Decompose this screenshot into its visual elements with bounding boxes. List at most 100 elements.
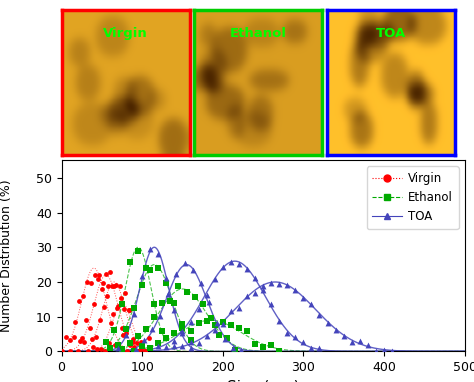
Point xyxy=(133,332,140,338)
Point xyxy=(118,295,125,301)
Point xyxy=(267,342,275,348)
Point xyxy=(316,312,323,319)
Point xyxy=(158,299,166,306)
Point xyxy=(142,348,149,354)
Legend: Virgin, Ethanol, TOA: Virgin, Ethanol, TOA xyxy=(366,166,459,229)
Point xyxy=(227,322,235,328)
Point xyxy=(114,303,122,309)
Point xyxy=(130,344,138,350)
Text: Ethanol: Ethanol xyxy=(230,27,287,40)
Point xyxy=(151,301,158,307)
Point xyxy=(134,340,141,346)
Point xyxy=(74,348,82,354)
Point xyxy=(164,291,172,297)
Point xyxy=(179,330,186,336)
Point xyxy=(71,319,78,325)
Point xyxy=(348,338,356,345)
Point xyxy=(163,335,170,341)
Point xyxy=(102,271,109,277)
Point xyxy=(135,248,142,254)
Point xyxy=(137,346,145,352)
Point xyxy=(179,321,186,327)
Point xyxy=(171,338,178,344)
Point xyxy=(103,293,110,299)
Point xyxy=(300,338,307,345)
Point xyxy=(243,266,251,272)
X-axis label: Size (nm): Size (nm) xyxy=(227,380,300,382)
Point xyxy=(211,327,219,333)
Point xyxy=(113,282,120,288)
Point xyxy=(231,347,238,353)
Point xyxy=(199,301,206,307)
Point xyxy=(163,275,170,281)
Point xyxy=(235,325,243,331)
Point xyxy=(122,325,130,332)
Point xyxy=(316,345,323,351)
Point xyxy=(121,306,128,312)
Point xyxy=(105,340,113,346)
Point xyxy=(78,335,85,342)
Point xyxy=(126,259,134,265)
Point xyxy=(195,320,202,326)
Point xyxy=(219,319,227,325)
Point xyxy=(197,280,204,286)
Point xyxy=(123,348,131,354)
Point xyxy=(207,314,214,320)
Point xyxy=(89,344,97,350)
Point xyxy=(237,347,245,353)
Point xyxy=(156,313,164,319)
Point xyxy=(146,335,153,341)
Point xyxy=(179,343,186,349)
Point xyxy=(107,320,115,327)
Point xyxy=(243,328,251,334)
Point xyxy=(267,301,275,307)
Point xyxy=(148,325,156,332)
Point xyxy=(140,337,148,343)
Point xyxy=(59,348,66,354)
Point xyxy=(259,344,267,350)
Y-axis label: Number Distribution (%): Number Distribution (%) xyxy=(0,180,13,332)
Point xyxy=(251,341,259,347)
Point xyxy=(98,286,106,292)
Point xyxy=(129,339,137,345)
Point xyxy=(364,342,372,348)
Point xyxy=(203,333,210,339)
Point xyxy=(205,299,212,305)
Point xyxy=(324,320,331,326)
Point xyxy=(138,282,146,288)
Point xyxy=(189,267,196,274)
Point xyxy=(92,334,100,340)
Point xyxy=(173,270,180,277)
Point xyxy=(113,305,121,311)
Point xyxy=(109,283,116,289)
Point xyxy=(111,342,118,348)
Point xyxy=(81,339,88,345)
Point xyxy=(275,348,283,354)
Point xyxy=(99,280,107,286)
Point xyxy=(163,343,170,350)
Point xyxy=(119,332,127,338)
Point xyxy=(130,305,138,311)
Point xyxy=(130,311,138,317)
Point xyxy=(83,279,91,285)
Point xyxy=(259,287,267,293)
Text: Virgin: Virgin xyxy=(103,27,148,40)
Point xyxy=(243,293,251,299)
Point xyxy=(126,307,133,313)
Point xyxy=(106,269,114,275)
Point xyxy=(235,305,243,311)
Point xyxy=(129,336,137,342)
Point xyxy=(146,267,154,274)
Point xyxy=(76,338,84,344)
Point xyxy=(227,308,235,314)
Point xyxy=(219,264,227,270)
Text: TOA: TOA xyxy=(376,27,406,40)
Point xyxy=(122,330,130,336)
Point xyxy=(181,260,188,266)
Point xyxy=(115,345,123,351)
Point xyxy=(87,280,94,286)
Point xyxy=(109,311,117,317)
Point xyxy=(135,348,142,354)
Point xyxy=(308,345,315,351)
Point xyxy=(82,317,90,323)
